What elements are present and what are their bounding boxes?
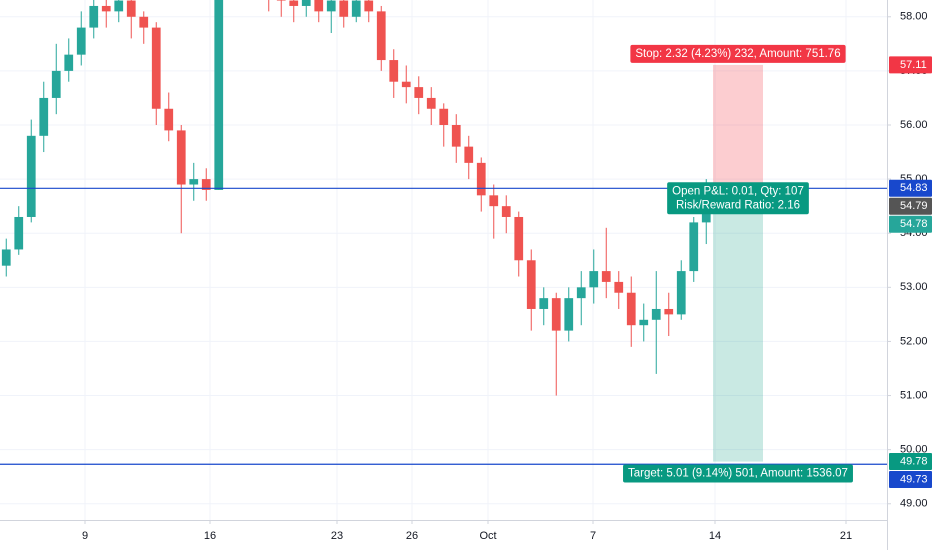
- candle-body: [89, 5, 99, 28]
- candle-body: [151, 27, 161, 109]
- position-label-text: Risk/Reward Ratio: 2.16: [676, 199, 800, 211]
- candle-body: [376, 11, 386, 61]
- candle-body: [39, 97, 49, 136]
- y-tick-label: 49.00: [900, 498, 928, 510]
- price-label-box: [889, 179, 932, 197]
- plot-area: [0, 0, 887, 465]
- candle-body: [501, 206, 511, 217]
- position-label-box: [623, 464, 853, 483]
- candle-body: [389, 60, 399, 82]
- price-label: 54.79: [900, 200, 928, 212]
- x-tick-label: 14: [709, 530, 721, 542]
- position-label: Stop: 2.32 (4.23%) 232, Amount: 751.76: [630, 44, 846, 63]
- position-label-text: Target: 5.01 (9.14%) 501, Amount: 1536.0…: [628, 468, 848, 480]
- price-label: 54.83: [900, 182, 928, 194]
- x-tick-label: 26: [406, 530, 418, 542]
- candle-body: [551, 298, 561, 331]
- candle-body: [64, 54, 74, 71]
- y-tick-label: 58.00: [900, 11, 928, 23]
- candle-body: [601, 271, 611, 282]
- candle-body: [401, 81, 411, 88]
- price-label: 57.11: [900, 59, 927, 71]
- price-label-box: [889, 56, 932, 74]
- candle-body: [464, 146, 474, 163]
- position-label-text: Stop: 2.32 (4.23%) 232, Amount: 751.76: [635, 48, 840, 60]
- candle-body: [426, 97, 436, 109]
- x-tick-label: 23: [331, 530, 343, 542]
- y-tick-label: 50.00: [900, 444, 928, 456]
- x-tick-label: Oct: [479, 530, 496, 542]
- candle-body: [164, 108, 174, 131]
- candle-body: [101, 5, 111, 12]
- axes: 49.0050.0051.0052.0053.0054.0055.0056.00…: [82, 11, 932, 542]
- price-label: 49.73: [900, 473, 928, 485]
- candle-body: [76, 27, 86, 55]
- candle-body: [276, 0, 286, 1]
- candle-body: [201, 179, 211, 190]
- candle-body: [451, 124, 461, 147]
- candle-body: [539, 298, 549, 309]
- grid: [0, 0, 887, 520]
- price-label-box: [889, 471, 932, 489]
- candle-body: [614, 281, 624, 293]
- candle-body: [351, 0, 361, 17]
- candle-body: [676, 271, 686, 315]
- x-tick-label: 16: [204, 530, 216, 542]
- stop-zone: [713, 64, 763, 189]
- candle-body: [689, 222, 699, 272]
- candle-body: [576, 287, 586, 299]
- candle-body: [189, 179, 199, 185]
- position-label: Open P&L: 0.01, Qty: 107 Risk/Reward Rati…: [667, 182, 809, 215]
- candle-body: [514, 216, 524, 261]
- position-label: Target: 5.01 (9.14%) 501, Amount: 1536.0…: [623, 464, 853, 483]
- y-tick-label: 51.00: [900, 389, 928, 401]
- candle-body: [289, 0, 299, 6]
- candle-body: [476, 162, 486, 196]
- candle-body: [1, 249, 11, 266]
- candle-body: [439, 108, 449, 125]
- price-label-box: [889, 453, 932, 471]
- x-tick-label: 7: [590, 530, 596, 542]
- candle-body: [639, 319, 649, 326]
- candle-body: [414, 87, 424, 98]
- candle-body: [139, 16, 149, 28]
- x-tick-label: 21: [840, 530, 852, 542]
- candle-body: [564, 298, 574, 331]
- candle-body: [664, 308, 674, 315]
- candle-body: [51, 70, 61, 98]
- position-label-box: [667, 182, 809, 215]
- candle-body: [126, 0, 136, 17]
- x-tick-label: 9: [82, 530, 88, 542]
- candle-body: [314, 0, 324, 12]
- y-tick-label: 53.00: [900, 281, 928, 293]
- candle-body: [326, 0, 336, 12]
- candle-body: [526, 260, 536, 309]
- y-tick-label: 56.00: [900, 119, 928, 131]
- price-label: 54.78: [900, 218, 928, 230]
- candle-body: [364, 0, 374, 12]
- price-label: 49.78: [900, 455, 928, 467]
- y-tick-label: 52.00: [900, 335, 928, 347]
- annotations: Stop: 2.32 (4.23%) 232, Amount: 751.76 Op…: [623, 44, 853, 483]
- candle-body: [26, 135, 36, 217]
- price-label-box: [889, 197, 932, 215]
- position-label-text: Open P&L: 0.01, Qty: 107: [672, 185, 804, 197]
- candle-body: [14, 216, 24, 250]
- candle-body: [626, 292, 636, 326]
- candle-body: [114, 0, 124, 12]
- candle-body: [339, 0, 349, 17]
- candle-body: [214, 0, 224, 190]
- candle-body: [301, 0, 311, 6]
- candle-body: [489, 195, 499, 207]
- price-label-box: [889, 215, 932, 233]
- candle-body: [651, 308, 661, 320]
- target-zone: [713, 188, 763, 462]
- candle-body: [176, 130, 186, 185]
- position-label-box: [630, 44, 846, 63]
- candle-body: [589, 271, 599, 288]
